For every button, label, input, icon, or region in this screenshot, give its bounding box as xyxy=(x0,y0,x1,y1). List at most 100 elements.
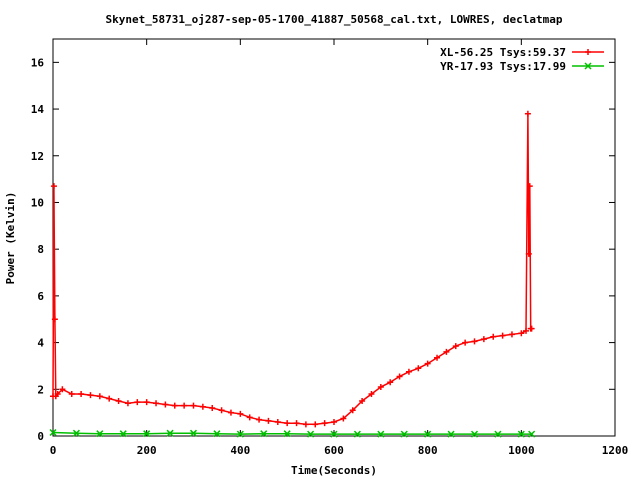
y-tick-label: 10 xyxy=(31,196,44,209)
data-point xyxy=(330,430,338,438)
data-point xyxy=(400,430,408,438)
data-point xyxy=(265,417,272,424)
data-point xyxy=(54,390,61,397)
series-line xyxy=(52,431,532,435)
data-point xyxy=(190,402,197,409)
data-point xyxy=(321,420,328,427)
x-tick-label: 400 xyxy=(230,444,250,457)
data-point xyxy=(293,420,300,427)
data-point xyxy=(331,418,337,425)
data-point xyxy=(396,373,403,380)
y-tick-label: 14 xyxy=(31,103,45,116)
y-tick-label: 8 xyxy=(37,243,44,256)
y-tick-label: 2 xyxy=(37,383,44,396)
data-point xyxy=(134,399,141,406)
data-point xyxy=(189,429,198,437)
data-point xyxy=(526,183,533,190)
data-point xyxy=(494,430,502,438)
data-point xyxy=(349,407,356,414)
data-point xyxy=(283,430,291,438)
data-point xyxy=(480,336,487,343)
x-tick-label: 600 xyxy=(324,444,344,457)
data-point xyxy=(236,430,244,438)
y-tick-label: 4 xyxy=(37,337,44,350)
axis-ticks: 0 200 400 600 800 1000 1200 0 2 4 6 8 10 12 14 16 xyxy=(31,39,629,457)
x-tick-label: 800 xyxy=(418,444,438,457)
data-point xyxy=(470,430,479,438)
data-point xyxy=(49,428,57,437)
data-point xyxy=(528,430,536,438)
data-point xyxy=(213,430,221,438)
data-point xyxy=(307,430,315,438)
data-point xyxy=(368,390,375,397)
data-point xyxy=(199,403,206,410)
data-point xyxy=(443,348,450,355)
data-point xyxy=(312,421,319,428)
data-point xyxy=(227,409,234,416)
data-point xyxy=(518,330,525,337)
data-point xyxy=(424,360,431,367)
data-point xyxy=(359,397,366,404)
data-point xyxy=(153,400,160,407)
data-point xyxy=(181,402,188,409)
data-point xyxy=(523,327,530,334)
legend-label: YR-17.93 Tsys:17.99 xyxy=(440,60,566,73)
data-point xyxy=(237,410,244,417)
series-line xyxy=(52,113,532,426)
data-point xyxy=(256,416,263,423)
y-axis-label: Power (Kelvin) xyxy=(4,192,17,285)
y-tick-label: 0 xyxy=(37,430,44,443)
data-point xyxy=(162,401,169,408)
y-tick-label: 6 xyxy=(37,290,44,303)
data-point xyxy=(434,354,441,361)
data-point xyxy=(166,429,174,437)
legend-label: XL-56.25 Tsys:59.37 xyxy=(440,46,566,59)
data-point xyxy=(260,430,268,438)
data-point xyxy=(274,418,281,425)
legend-marker xyxy=(584,62,592,70)
data-point xyxy=(72,429,80,437)
data-point xyxy=(51,316,58,323)
data-point xyxy=(524,110,531,117)
x-tick-label: 200 xyxy=(137,444,157,457)
series-layer xyxy=(49,110,536,438)
data-point xyxy=(50,183,57,190)
data-point xyxy=(387,379,394,386)
data-point xyxy=(377,383,384,390)
y-tick-label: 16 xyxy=(31,56,45,69)
data-point xyxy=(68,390,75,397)
data-point xyxy=(415,365,422,372)
chart-title: Skynet_58731_oj287-sep-05-1700_41887_505… xyxy=(106,13,563,26)
data-point xyxy=(218,407,225,414)
data-point xyxy=(78,390,85,397)
x-axis-label: Time(Seconds) xyxy=(291,464,377,477)
data-point xyxy=(302,421,309,428)
data-point xyxy=(377,430,385,438)
data-point xyxy=(499,332,506,339)
data-point xyxy=(115,397,122,404)
x-tick-label: 1200 xyxy=(602,444,629,457)
data-point xyxy=(517,430,525,438)
series-2 xyxy=(49,428,536,438)
data-point xyxy=(508,331,515,338)
data-point xyxy=(209,404,216,411)
y-tick-label: 12 xyxy=(31,150,44,163)
data-point xyxy=(471,338,478,345)
data-point xyxy=(87,392,94,399)
data-point xyxy=(96,393,103,400)
data-point xyxy=(284,420,291,427)
data-point xyxy=(462,339,469,346)
x-tick-label: 0 xyxy=(50,444,57,457)
data-point xyxy=(525,250,532,257)
data-point xyxy=(143,430,151,438)
data-point xyxy=(340,415,347,422)
data-point xyxy=(246,414,253,421)
data-point xyxy=(528,325,535,332)
data-point xyxy=(447,430,455,438)
data-point xyxy=(171,402,178,409)
data-point xyxy=(143,399,150,406)
data-point xyxy=(424,430,432,438)
data-point xyxy=(96,430,104,438)
